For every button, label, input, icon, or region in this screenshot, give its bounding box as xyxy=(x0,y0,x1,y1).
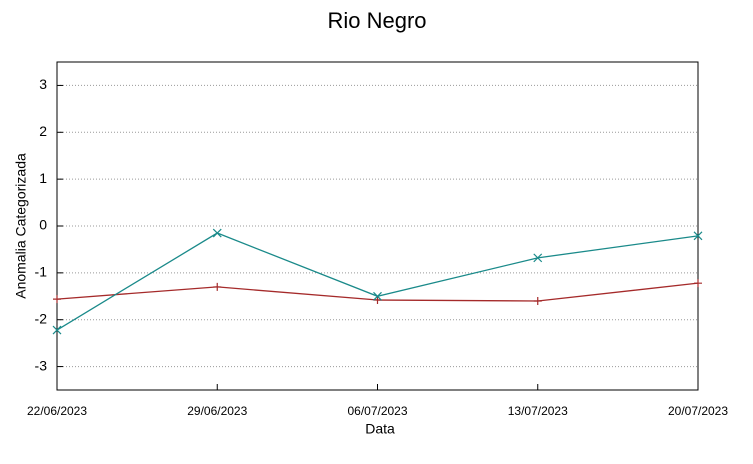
x-tick-label: 22/06/2023 xyxy=(27,404,87,418)
x-tick-label: 29/06/2023 xyxy=(187,404,247,418)
y-tick-label: 2 xyxy=(39,123,47,139)
x-tick-label: 06/07/2023 xyxy=(347,404,407,418)
point-marker xyxy=(213,282,222,291)
point-marker xyxy=(533,253,543,263)
x-axis-label: Data xyxy=(365,421,395,437)
series-line xyxy=(56,232,699,331)
x-tick-label: 20/07/2023 xyxy=(668,404,728,418)
chart-title: Rio Negro xyxy=(327,8,426,33)
point-marker xyxy=(694,279,702,288)
point-marker xyxy=(53,295,61,304)
y-axis-label: Anomalia Categorizada xyxy=(13,153,29,299)
y-tick-label: -1 xyxy=(35,264,48,280)
point-marker xyxy=(533,296,542,305)
y-tick-label: 3 xyxy=(39,76,47,92)
point-marker xyxy=(373,296,382,305)
point-marker xyxy=(52,325,62,335)
point-marker xyxy=(373,291,382,301)
y-tick-label: -3 xyxy=(35,357,48,373)
y-tick-label: 1 xyxy=(39,170,47,186)
point-marker xyxy=(212,228,222,238)
x-tick-label: 13/07/2023 xyxy=(508,404,568,418)
y-tick-label: 0 xyxy=(39,217,47,233)
point-marker xyxy=(693,231,703,241)
y-tick-label: -2 xyxy=(35,310,48,326)
